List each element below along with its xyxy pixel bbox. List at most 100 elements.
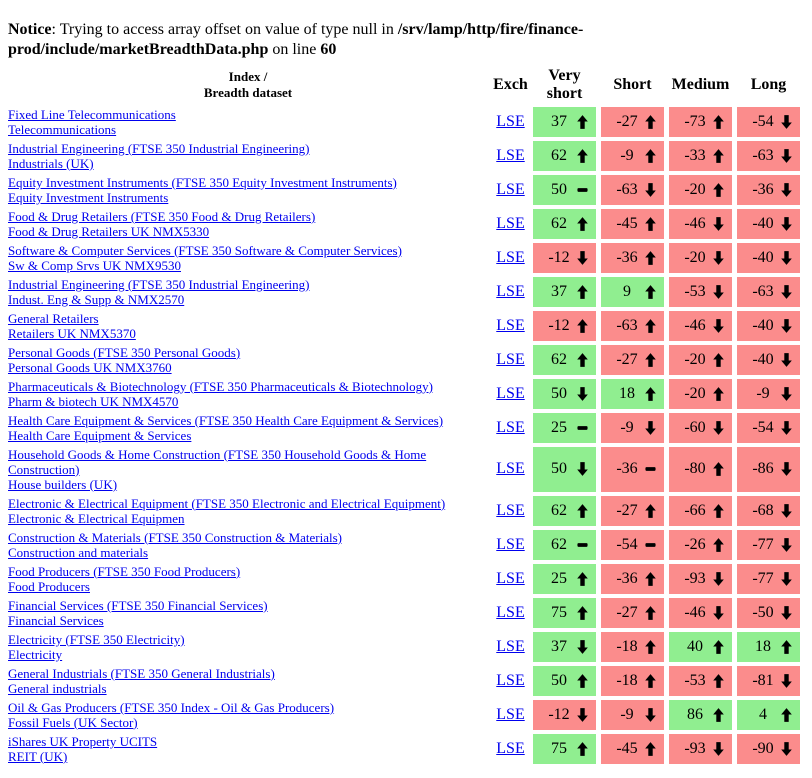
exchange-link[interactable]: LSE — [496, 705, 525, 723]
very-short-cell: -12 — [533, 242, 596, 273]
table-row: Software & Computer Services (FTSE 350 S… — [8, 242, 800, 273]
breadth-value: -50 — [752, 603, 774, 621]
dataset-link[interactable]: Health Care Equipment & Services — [8, 427, 192, 443]
up-arrow-icon — [645, 216, 656, 231]
dataset-link[interactable]: Sw & Comp Srvs UK NMX9530 — [8, 257, 181, 273]
sector-link[interactable]: Food & Drug Retailers (FTSE 350 Food & D… — [8, 208, 316, 224]
dataset-link[interactable]: Telecommunications — [8, 121, 117, 137]
sector-link[interactable]: Industrial Engineering (FTSE 350 Industr… — [8, 276, 310, 292]
dataset-link[interactable]: Financial Services — [8, 612, 104, 628]
dataset-link[interactable]: Personal Goods UK NMX3760 — [8, 359, 172, 375]
sector-link[interactable]: Construction & Materials (FTSE 350 Const… — [8, 529, 342, 545]
very-short-cell: 50 — [533, 446, 596, 492]
dataset-link[interactable]: Electronic & Electrical Equipmen — [8, 510, 185, 526]
dataset-link[interactable]: Food Producers — [8, 578, 90, 594]
exchange-link[interactable]: LSE — [496, 112, 525, 130]
breadth-value: -9 — [756, 384, 770, 402]
exchange-link[interactable]: LSE — [496, 460, 525, 478]
dataset-link[interactable]: Fossil Fuels (UK Sector) — [8, 714, 138, 730]
medium-cell: -93 — [669, 563, 732, 594]
dataset-link[interactable]: Indust. Eng & Supp & NMX2570 — [8, 291, 185, 307]
down-arrow-icon — [781, 462, 792, 477]
notice-line-number: 60 — [320, 41, 337, 59]
exchange-link[interactable]: LSE — [496, 501, 525, 519]
exchange-link[interactable]: LSE — [496, 603, 525, 621]
dataset-link[interactable]: House builders (UK) — [8, 476, 118, 492]
sector-link[interactable]: Fixed Line Telecommunications — [8, 106, 176, 122]
sector-link[interactable]: Electronic & Electrical Equipment (FTSE … — [8, 495, 446, 511]
short-cell: -9 — [601, 412, 664, 443]
exchange-link[interactable]: LSE — [496, 282, 525, 300]
column-header-long: Long — [750, 75, 787, 93]
sector-link[interactable]: Personal Goods (FTSE 350 Personal Goods) — [8, 344, 241, 360]
sector-link[interactable]: Electricity (FTSE 350 Electricity) — [8, 631, 185, 647]
dataset-link[interactable]: Equity Investment Instruments — [8, 189, 169, 205]
dataset-link[interactable]: General industrials — [8, 680, 107, 696]
exchange-cell: LSE — [493, 666, 528, 696]
sector-link[interactable]: Financial Services (FTSE 350 Financial S… — [8, 597, 268, 613]
short-cell: -63 — [601, 310, 664, 341]
dataset-link[interactable]: Pharm & biotech UK NMX4570 — [8, 393, 179, 409]
very-short-cell: 50 — [533, 378, 596, 409]
sector-link[interactable]: General Industrials (FTSE 350 General In… — [8, 665, 275, 681]
exchange-link[interactable]: LSE — [496, 214, 525, 232]
exchange-link[interactable]: LSE — [496, 350, 525, 368]
sector-link[interactable]: iShares UK Property UCITS — [8, 733, 158, 749]
sector-link[interactable]: General Retailers — [8, 310, 99, 326]
header-index-line1: Index / — [228, 69, 268, 85]
notice-label: Notice — [8, 21, 52, 38]
exchange-link[interactable]: LSE — [496, 316, 525, 334]
up-arrow-icon — [645, 605, 656, 620]
sector-link[interactable]: Pharmaceuticals & Biotechnology (FTSE 35… — [8, 378, 433, 394]
sector-link[interactable]: Equity Investment Instruments (FTSE 350 … — [8, 174, 397, 190]
notice-message: : Trying to access array offset on value… — [51, 21, 398, 38]
index-breadth-cell: Industrial Engineering (FTSE 350 Industr… — [8, 277, 488, 307]
exchange-link[interactable]: LSE — [496, 248, 525, 266]
dataset-link[interactable]: Electricity — [8, 646, 63, 662]
breadth-value: 50 — [551, 384, 567, 402]
dataset-link[interactable]: Retailers UK NMX5370 — [8, 325, 136, 341]
sector-link[interactable]: Software & Computer Services (FTSE 350 S… — [8, 242, 402, 258]
sector-link[interactable]: Industrial Engineering (FTSE 350 Industr… — [8, 140, 310, 156]
breadth-value: -60 — [684, 418, 706, 436]
breadth-value: -68 — [752, 501, 774, 519]
exchange-link[interactable]: LSE — [496, 569, 525, 587]
exchange-link[interactable]: LSE — [496, 146, 525, 164]
up-arrow-icon — [577, 114, 588, 129]
long-cell: -54 — [737, 412, 800, 443]
exchange-link[interactable]: LSE — [496, 180, 525, 198]
breadth-value: -40 — [752, 350, 774, 368]
down-arrow-icon — [781, 352, 792, 367]
sector-link[interactable]: Household Goods & Home Construction (FTS… — [8, 446, 427, 477]
exchange-link[interactable]: LSE — [496, 418, 525, 436]
dataset-link[interactable]: Food & Drug Retailers UK NMX5330 — [8, 223, 210, 239]
breadth-value: 75 — [551, 739, 567, 757]
exchange-link[interactable]: LSE — [496, 384, 525, 402]
up-arrow-icon — [713, 182, 724, 197]
sector-link[interactable]: Oil & Gas Producers (FTSE 350 Index - Oi… — [8, 699, 335, 715]
long-cell: -40 — [737, 344, 800, 375]
minus-icon — [577, 425, 588, 430]
exchange-link[interactable]: LSE — [496, 637, 525, 655]
exchange-link[interactable]: LSE — [496, 671, 525, 689]
dataset-link[interactable]: Industrials (UK) — [8, 155, 94, 171]
down-arrow-icon — [713, 250, 724, 265]
dataset-link[interactable]: REIT (UK) — [8, 748, 68, 764]
up-arrow-icon — [645, 673, 656, 688]
down-arrow-icon — [781, 318, 792, 333]
up-arrow-icon — [713, 114, 724, 129]
breadth-value: -63 — [752, 282, 774, 300]
up-arrow-icon — [645, 741, 656, 756]
down-arrow-icon — [713, 741, 724, 756]
medium-cell: -26 — [669, 529, 732, 560]
short-cell: -9 — [601, 699, 664, 730]
breadth-value: 75 — [551, 603, 567, 621]
exchange-link[interactable]: LSE — [496, 535, 525, 553]
exchange-link[interactable]: LSE — [496, 739, 525, 757]
dataset-link[interactable]: Construction and materials — [8, 544, 149, 560]
sector-link[interactable]: Health Care Equipment & Services (FTSE 3… — [8, 412, 444, 428]
sector-link[interactable]: Food Producers (FTSE 350 Food Producers) — [8, 563, 241, 579]
medium-cell: -20 — [669, 242, 732, 273]
index-breadth-cell: Construction & Materials (FTSE 350 Const… — [8, 530, 488, 560]
column-header-medium: Medium — [671, 75, 730, 93]
